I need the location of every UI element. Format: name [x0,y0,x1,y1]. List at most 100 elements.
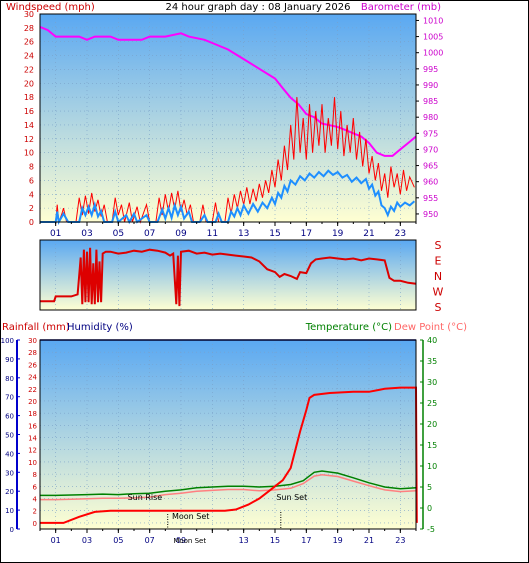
temp-y-tick-label: -5 [427,525,435,534]
wind-x-tick-label: 17 [301,229,312,239]
rain-y-tick-label: 18 [28,410,37,418]
humidity-title: Humidity (%) [67,322,133,333]
humidity-axis: 0 10 20 30 40 50 60 70 80 90 100 [1,337,20,534]
temp-x-tick-label: 13 [239,536,249,545]
wind-y-tick-label: 30 [24,10,34,19]
temp-x-tick-label: 01 [51,536,61,545]
wind-y-tick-label: 20 [24,79,34,88]
temp-y-tick-label: 5 [427,483,432,492]
wind-y-tick-label: 8 [29,163,34,172]
temp-y-tick-label: 0 [427,504,432,513]
barometer-axis: 950 955 960 965 970 975 980 985 990 995 1000 1005 10… [416,16,443,219]
wind-x-tick-label: 07 [144,229,155,239]
humidity-y-tick-label: 10 [5,507,14,515]
humidity-y-tick-label: 50 [5,432,14,440]
rain-y-tick-label: 16 [28,422,37,430]
wind-x-tick-label: 21 [363,229,374,239]
humidity-y-tick-label: 30 [5,469,14,477]
temp-x-tick-label: 21 [364,536,374,545]
wind-y-tick-label: 4 [29,190,34,199]
temp-x-tick-label: 07 [145,536,155,545]
baro-y-tick-label: 1010 [423,16,443,25]
baro-y-tick-label: 995 [423,65,438,74]
temp-y-tick-label: 30 [427,378,437,387]
baro-y-tick-label: 990 [423,81,438,90]
dewpoint-title: Dew Point (°C) [394,322,467,333]
baro-y-tick-label: 1000 [423,49,443,58]
rain-y-tick-label: 24 [28,374,37,382]
sun-moon-markers [167,512,282,529]
temperature-title: Temperature (°C) [305,322,392,333]
humidity-y-tick-label: 100 [1,337,14,345]
wind-x-tick-label: 05 [113,229,124,239]
direction-label: W [433,286,444,299]
rain-y-tick-label: 22 [28,386,37,394]
wind-x-tick-label: 09 [175,229,187,239]
temperature-time-axis: 01 03 05 07 09 13 15 17 19 21 23 [39,529,417,545]
humidity-y-tick-label: 0 [10,526,14,534]
wind-y-tick-label: 14 [24,121,34,130]
humidity-y-tick-label: 90 [5,356,14,364]
humidity-y-tick-label: 60 [5,413,14,421]
baro-y-tick-label: 970 [423,145,438,154]
rain-y-tick-label: 0 [33,520,37,528]
temp-y-tick-label: 20 [427,420,437,429]
temp-x-tick-label: 17 [301,536,311,545]
humidity-y-tick-label: 70 [5,394,14,402]
temp-x-tick-label: 09 [176,536,186,545]
temp-x-tick-label: 03 [82,536,92,545]
humidity-y-tick-label: 20 [5,488,14,496]
temp-x-tick-label: 23 [395,536,405,545]
wind-y-tick-label: 12 [24,135,34,144]
wind-y-tick-label: 18 [24,93,34,102]
wind-x-tick-label: 19 [332,229,344,239]
rain-y-tick-label: 26 [28,361,37,369]
baro-y-tick-label: 965 [423,162,438,171]
wind-x-tick-label: 13 [238,229,249,239]
rainfall-line [40,386,418,524]
temp-y-tick-label: 35 [427,357,437,366]
dewpoint-line [40,474,417,501]
wind-x-tick-label: 11 [207,229,218,239]
sun-rise-label: Sun Rise [128,493,163,502]
direction-label: N [434,270,442,283]
wind-y-tick-label: 10 [24,149,34,158]
humidity-y-tick-label: 80 [5,375,14,383]
rain-y-tick-label: 2 [33,508,37,516]
temp-x-tick-label: 15 [270,536,280,545]
rain-y-tick-label: 14 [28,435,37,443]
temp-y-tick-label: 10 [427,462,437,471]
rain-y-tick-label: 20 [28,398,37,406]
wind-x-tick-label: 03 [81,229,92,239]
wind-x-tick-label: 01 [50,229,61,239]
temp-y-tick-label: 40 [427,336,437,345]
wind-x-tick-label: 23 [395,229,406,239]
temp-axis: -5 0 5 10 15 20 25 30 35 40 [420,336,437,534]
baro-y-tick-label: 955 [423,194,438,203]
temperature-line [40,470,417,497]
temperature-plot-area [40,340,416,529]
wind-y-tick-label: 6 [29,176,34,185]
wind-plot-area [40,14,416,222]
barometer-title: Barometer (mb) [361,2,441,13]
baro-y-tick-label: 950 [423,210,438,219]
direction-plot-border [39,239,417,311]
rain-y-tick-label: 28 [28,349,37,357]
baro-y-tick-label: 1005 [423,33,443,42]
rain-y-tick-label: 4 [33,496,38,504]
temp-x-tick-label: 19 [333,536,343,545]
wind-y-tick-label: 28 [24,24,34,33]
baro-y-tick-label: 985 [423,97,438,106]
wind-y-tick-label: 22 [24,65,34,74]
rain-y-tick-label: 10 [28,459,37,467]
wind-y-tick-label: 26 [24,38,34,47]
moon-set-axis-label: Moon Set [173,537,206,545]
temp-x-tick-label: 05 [113,536,123,545]
rainfall-title: Rainfall (mm) [2,322,70,333]
baro-y-tick-label: 975 [423,129,438,138]
direction-label: S [435,239,442,252]
